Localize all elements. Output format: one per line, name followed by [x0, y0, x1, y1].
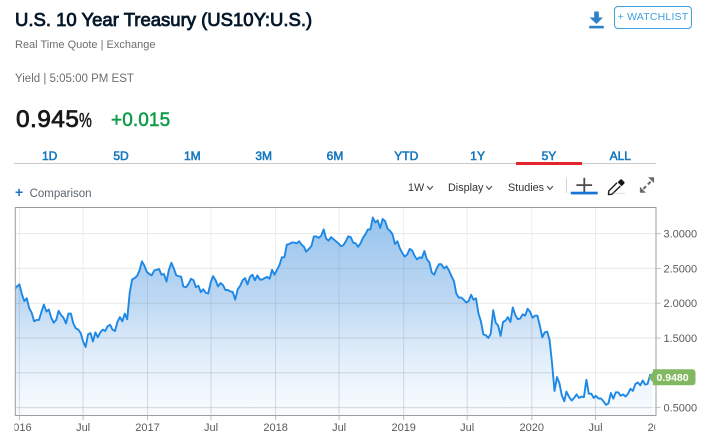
svg-text:Jul: Jul	[204, 422, 218, 434]
svg-text:Jul: Jul	[588, 422, 602, 434]
svg-text:2021: 2021	[648, 422, 672, 434]
svg-text:0.5000: 0.5000	[664, 403, 698, 415]
svg-text:Jul: Jul	[460, 422, 474, 434]
svg-text:Jul: Jul	[332, 422, 346, 434]
svg-text:Jul: Jul	[76, 422, 90, 434]
svg-text:0.9480: 0.9480	[657, 372, 689, 384]
svg-text:2016: 2016	[7, 422, 31, 434]
svg-text:3.0000: 3.0000	[664, 229, 698, 241]
svg-text:2019: 2019	[391, 422, 415, 434]
svg-text:2018: 2018	[263, 422, 287, 434]
svg-text:2.0000: 2.0000	[664, 298, 698, 310]
svg-text:2.5000: 2.5000	[664, 263, 698, 275]
svg-text:2017: 2017	[135, 422, 159, 434]
svg-text:1.5000: 1.5000	[664, 333, 698, 345]
svg-text:2020: 2020	[520, 422, 544, 434]
